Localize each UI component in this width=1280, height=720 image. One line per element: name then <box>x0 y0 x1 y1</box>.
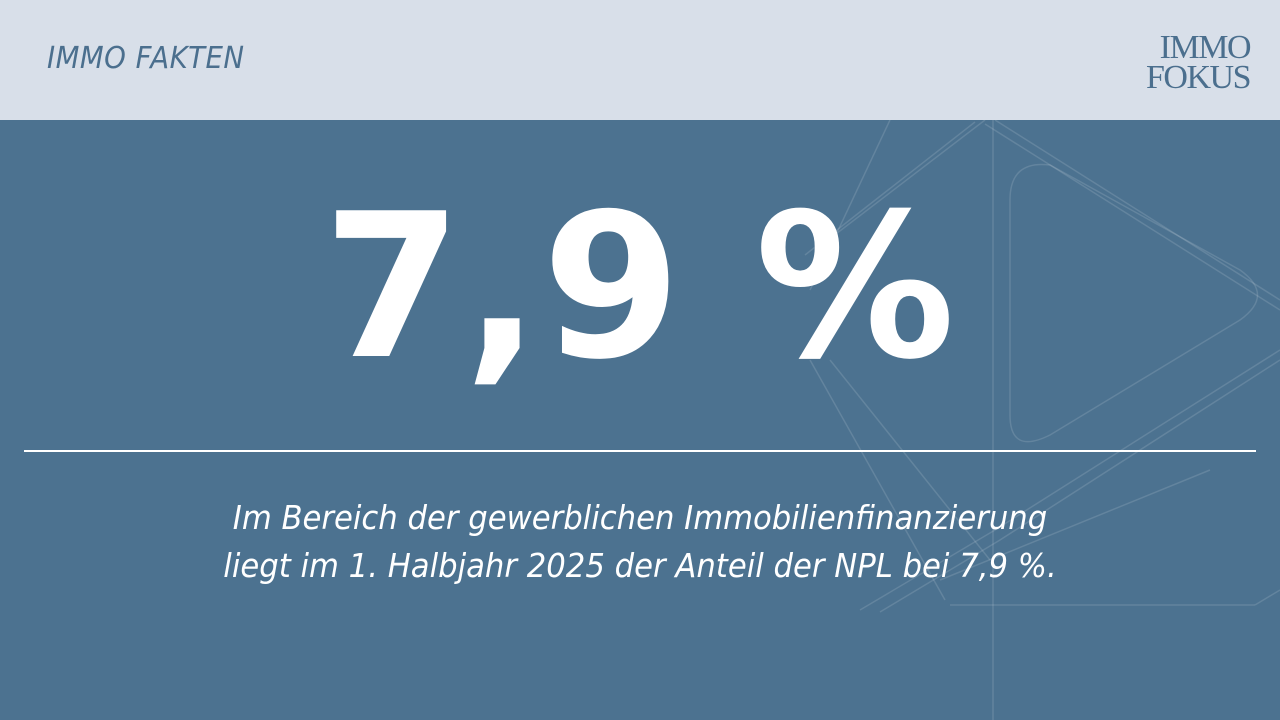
logo-line-2: FOKUS <box>1146 58 1251 96</box>
divider-line <box>24 450 1256 452</box>
immo-fokus-logo: IMMO FOKUS <box>1128 29 1252 96</box>
header-bar: IMMO FAKTEN IMMO FOKUS <box>0 0 1280 120</box>
logo-line-1: IMMO <box>1159 29 1252 66</box>
description-line-1: Im Bereich der gewerblichen Immobilienfi… <box>232 498 1048 537</box>
description-line-2: liegt im 1. Halbjahr 2025 der Anteil der… <box>223 546 1057 585</box>
section-title: IMMO FAKTEN <box>47 41 245 76</box>
headline-value: 7,9 % <box>322 171 958 404</box>
fact-description: Im Bereich der gewerblichen Immobilienfi… <box>45 494 1235 590</box>
